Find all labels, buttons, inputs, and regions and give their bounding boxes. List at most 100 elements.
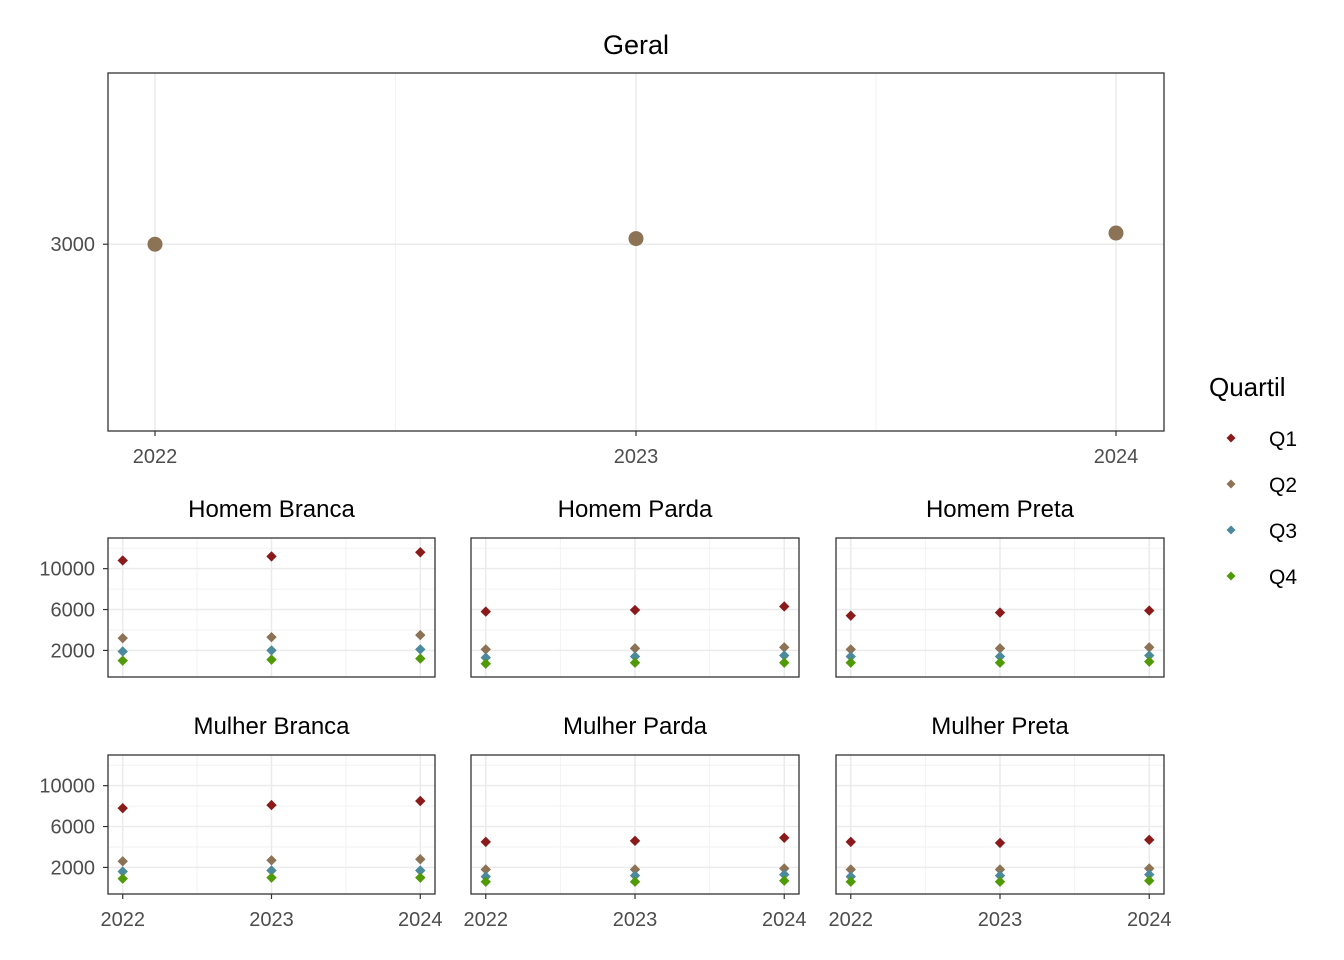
point-q2-2022 <box>117 856 128 867</box>
legend-label-q3: Q3 <box>1269 520 1297 543</box>
facet-x-tick-label: 2023 <box>249 909 294 931</box>
point-q3-2024 <box>415 644 426 655</box>
point-q2-2024 <box>1144 642 1155 653</box>
point-q3-2023 <box>994 870 1006 881</box>
point-q4-2024 <box>779 875 790 886</box>
legend-key-q3 <box>1226 525 1236 535</box>
legend-key-q4 <box>1226 571 1236 581</box>
point-q4-2022 <box>117 873 128 884</box>
main-chart: 3000 2022 2023 2024 <box>51 72 1165 468</box>
point-q1-2023 <box>629 604 641 616</box>
point-q2-2023 <box>266 631 277 643</box>
point-q1-2023 <box>994 607 1006 618</box>
main-y-tick-label: 3000 <box>51 234 96 256</box>
point-q4-2022 <box>845 876 856 887</box>
point-q2-2022 <box>480 864 491 875</box>
main-point-2024 <box>1108 225 1124 241</box>
point-q4-2024 <box>415 872 426 883</box>
facet-grid: Homem Branca 2000 6000 10000 Homem Parda Home… <box>39 496 1171 931</box>
facet-border <box>835 537 1165 678</box>
legend-title: Quartil <box>1209 372 1286 402</box>
point-q1-2024 <box>415 547 426 558</box>
facet-x-tick-label: 2023 <box>613 909 658 931</box>
point-q3-2024 <box>415 865 426 876</box>
point-q3-2023 <box>629 870 641 881</box>
legend-label-q1: Q1 <box>1269 428 1297 451</box>
point-q1-2024 <box>779 601 790 612</box>
point-q4-2022 <box>117 655 128 666</box>
point-q1-2022 <box>845 836 856 848</box>
point-q4-2022 <box>845 657 856 668</box>
legend-key-q2 <box>1226 479 1236 489</box>
facet-title: Mulher Parda <box>563 713 708 740</box>
facet-panel-mulher-branca: Mulher Branca 2000 6000 10000 2022 2023 2024 <box>39 713 442 931</box>
legend: Quartil Q1 Q2 Q3 Q4 <box>1209 372 1297 589</box>
facet-y-tick-label: 6000 <box>51 817 96 839</box>
point-q4-2022 <box>480 876 491 887</box>
point-q3-2022 <box>117 866 128 877</box>
point-q2-2023 <box>266 855 277 866</box>
point-q2-2022 <box>480 644 491 655</box>
point-q2-2022 <box>845 644 856 655</box>
point-q1-2024 <box>1144 834 1155 846</box>
point-q1-2023 <box>266 551 277 562</box>
facet-x-tick-label: 2022 <box>464 909 509 931</box>
point-q3-2024 <box>779 869 790 880</box>
point-q1-2024 <box>1144 605 1155 616</box>
facet-x-tick-label: 2023 <box>978 909 1023 931</box>
point-q1-2022 <box>117 802 128 814</box>
facet-y-tick-label: 10000 <box>39 776 95 798</box>
facet-panel-mulher-preta: Mulher Preta 2022 2023 2024 <box>829 713 1172 931</box>
point-q3-2022 <box>480 652 491 663</box>
facet-y-tick-label: 6000 <box>51 600 96 622</box>
point-q3-2024 <box>1144 869 1155 880</box>
main-x-tick-label: 2023 <box>614 446 659 468</box>
facet-title: Mulher Branca <box>193 713 350 740</box>
point-q3-2022 <box>117 646 128 657</box>
point-q2-2024 <box>415 629 426 641</box>
point-q1-2024 <box>779 832 790 843</box>
point-q2-2023 <box>994 643 1006 654</box>
point-q1-2023 <box>629 835 641 847</box>
facet-panel-mulher-parda: Mulher Parda 2022 2023 2024 <box>464 713 807 931</box>
point-q4-2024 <box>1144 875 1155 886</box>
point-q4-2024 <box>1144 656 1155 667</box>
point-q3-2023 <box>266 865 277 876</box>
point-q2-2022 <box>117 632 128 644</box>
point-q4-2023 <box>629 876 641 887</box>
facet-y-tick-label: 2000 <box>51 640 96 662</box>
point-q3-2023 <box>994 651 1006 662</box>
point-q2-2024 <box>415 854 426 865</box>
facet-panel-homem-branca: Homem Branca 2000 6000 10000 <box>39 496 436 678</box>
point-q4-2023 <box>994 657 1006 668</box>
point-q1-2023 <box>266 799 277 811</box>
point-q1-2023 <box>994 837 1006 849</box>
point-q3-2023 <box>266 645 277 656</box>
point-q2-2024 <box>779 642 790 653</box>
main-point-2023 <box>628 231 644 247</box>
point-q1-2024 <box>415 795 426 807</box>
point-q4-2023 <box>629 657 641 668</box>
point-q1-2022 <box>480 836 491 848</box>
main-point-2022 <box>147 236 163 252</box>
point-q1-2022 <box>845 610 856 621</box>
legend-label-q2: Q2 <box>1269 474 1297 497</box>
main-chart-title: Geral <box>603 30 669 60</box>
facet-x-tick-label: 2022 <box>829 909 874 931</box>
facet-title: Homem Preta <box>926 496 1075 523</box>
point-q1-2022 <box>480 606 491 617</box>
main-x-tick-label: 2024 <box>1094 446 1139 468</box>
point-q4-2023 <box>266 654 277 665</box>
legend-key-q1 <box>1226 433 1236 443</box>
point-q3-2024 <box>779 650 790 661</box>
point-q2-2023 <box>629 643 641 654</box>
facet-border <box>107 537 436 678</box>
point-q2-2023 <box>994 864 1006 875</box>
facet-x-tick-label: 2024 <box>398 909 443 931</box>
point-q4-2024 <box>779 657 790 668</box>
facet-x-tick-label: 2022 <box>100 909 145 931</box>
point-q1-2022 <box>117 555 128 566</box>
facet-panel-homem-parda: Homem Parda <box>470 496 800 678</box>
point-q3-2023 <box>629 651 641 662</box>
